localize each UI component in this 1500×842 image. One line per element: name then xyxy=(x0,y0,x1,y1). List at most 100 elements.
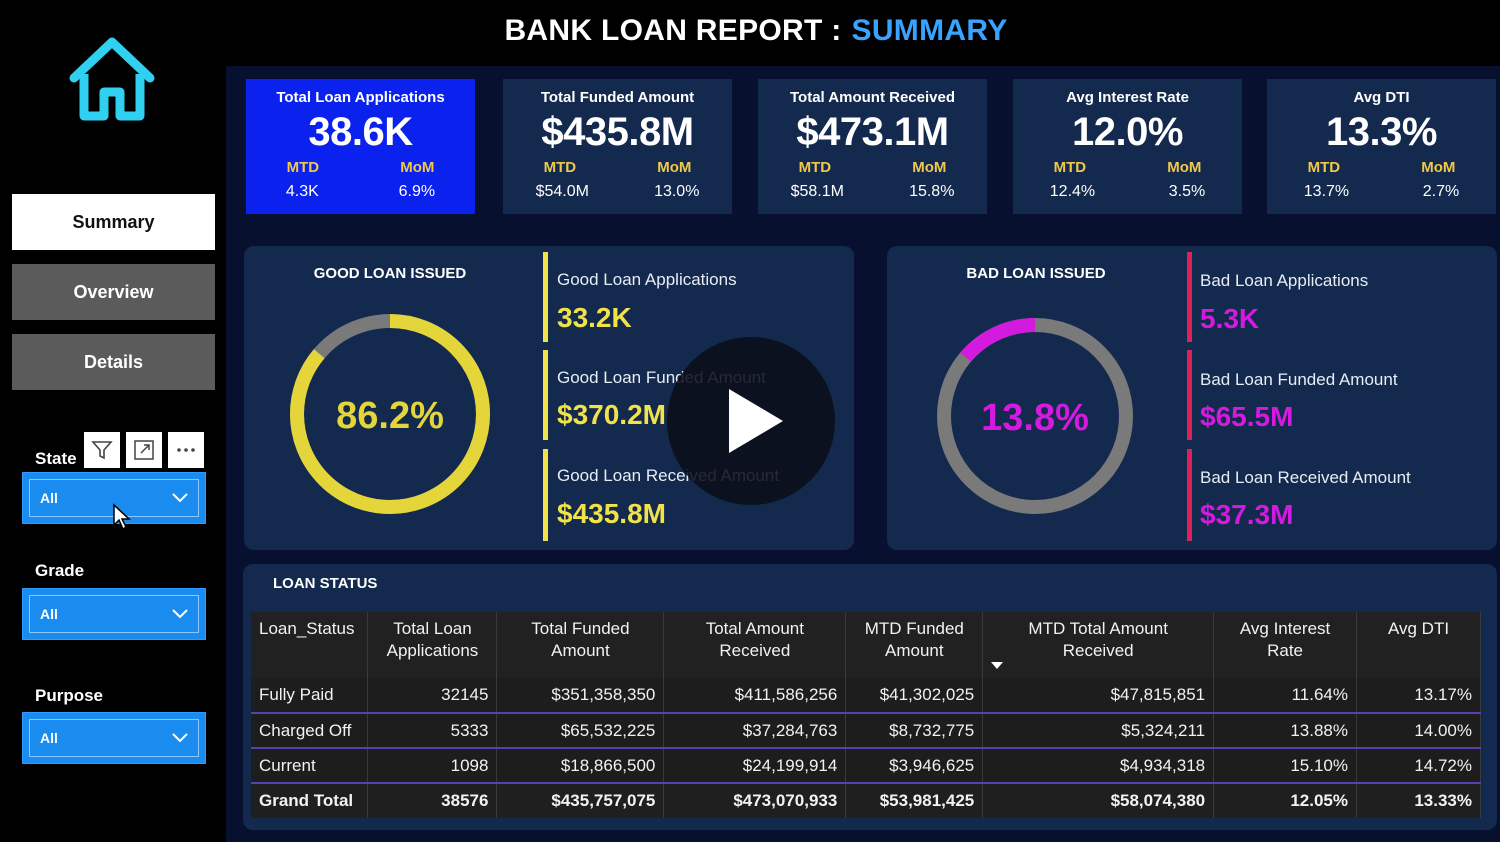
column-header[interactable]: Total Funded Amount xyxy=(496,612,665,678)
kpi-title: Avg Interest Rate xyxy=(1066,89,1189,106)
kpi-mtd-value: 13.7% xyxy=(1303,183,1350,200)
good-loan-percent: 86.2% xyxy=(336,395,444,437)
table-cell: $24,199,914 xyxy=(663,748,847,783)
table-cell: $411,586,256 xyxy=(663,678,847,713)
column-header[interactable]: Avg DTI xyxy=(1356,612,1481,678)
kpi-value: $473.1M xyxy=(796,110,949,154)
stat-divider xyxy=(543,449,548,541)
kpi-mtd-value: 4.3K xyxy=(285,183,319,200)
good-loan-applications-label: Good Loan Applications xyxy=(557,270,737,289)
table-cell: 13.17% xyxy=(1356,678,1481,713)
table-cell: 13.88% xyxy=(1213,713,1358,748)
page-title: BANK LOAN REPORT : SUMMARY xyxy=(226,14,1286,48)
column-header[interactable]: MTD Funded Amount xyxy=(845,612,984,678)
kpi-mtd-label: MTD xyxy=(1307,159,1341,176)
loan-status-title: LOAN STATUS xyxy=(273,575,378,592)
table-cell: $4,934,318 xyxy=(982,748,1215,783)
filter-icon[interactable] xyxy=(84,432,120,468)
table-cell: $351,358,350 xyxy=(496,678,665,713)
home-icon[interactable] xyxy=(64,34,160,124)
focus-mode-icon[interactable] xyxy=(126,432,162,468)
table-cell: $47,815,851 xyxy=(982,678,1215,713)
bad-loan-received-label: Bad Loan Received Amount xyxy=(1200,468,1411,487)
column-header[interactable]: Loan_Status xyxy=(251,612,369,678)
table-cell: 32145 xyxy=(367,678,498,713)
kpi-mom-label: MoM xyxy=(400,159,435,176)
loan-status-panel: LOAN STATUS Loan_Status Total Loan Appli… xyxy=(243,564,1497,830)
bad-loan-title: BAD LOAN ISSUED xyxy=(966,265,1106,282)
bad-loan-funded-value: $65.5M xyxy=(1200,401,1294,432)
column-header[interactable]: Total Loan Applications xyxy=(367,612,498,678)
kpi-mom-label: MoM xyxy=(1421,159,1456,176)
table-cell: $65,532,225 xyxy=(496,713,665,748)
table-total-row[interactable]: Grand Total 38576 $435,757,075 $473,070,… xyxy=(251,783,1481,818)
table-cell: 1098 xyxy=(367,748,498,783)
kpi-mom-label: MoM xyxy=(1167,159,1202,176)
slicer-toolbar xyxy=(84,432,204,468)
donut-good-arc xyxy=(290,314,490,514)
kpi-card-avg-interest-rate[interactable]: Avg Interest Rate 12.0% MTD MoM 12.4% 3.5% xyxy=(1013,79,1242,214)
column-header-sorted[interactable]: MTD Total Amount Received xyxy=(982,612,1215,678)
sidebar: Summary Overview Details State All Grade… xyxy=(0,0,226,842)
kpi-mom-value: 3.5% xyxy=(1168,183,1206,200)
loan-status-table: Loan_Status Total Loan Applications Tota… xyxy=(251,612,1481,818)
kpi-card-avg-dti[interactable]: Avg DTI 13.3% MTD MoM 13.7% 2.7% xyxy=(1267,79,1496,214)
kpi-title: Avg DTI xyxy=(1353,89,1410,106)
nav-overview-button[interactable]: Overview xyxy=(12,264,215,320)
video-play-button[interactable] xyxy=(667,337,835,505)
nav-details-button[interactable]: Details xyxy=(12,334,215,390)
table-cell: $3,946,625 xyxy=(845,748,984,783)
column-header[interactable]: Total Amount Received xyxy=(663,612,847,678)
table-cell: $473,070,933 xyxy=(663,783,847,818)
kpi-mom-value: 15.8% xyxy=(909,183,955,200)
table-cell: $53,981,425 xyxy=(845,783,984,818)
table-row[interactable]: Fully Paid 32145 $351,358,350 $411,586,2… xyxy=(251,678,1481,713)
grade-dropdown[interactable]: All xyxy=(22,588,206,640)
bad-loan-donut[interactable]: 13.8% xyxy=(931,312,1139,520)
kpi-mom-value: 6.9% xyxy=(398,183,436,200)
kpi-mtd-value: 12.4% xyxy=(1049,183,1096,200)
chevron-down-icon xyxy=(172,493,188,503)
kpi-mom-label: MoM xyxy=(657,159,692,176)
kpi-title: Total Loan Applications xyxy=(276,89,445,106)
kpi-title: Total Funded Amount xyxy=(540,89,695,106)
table-cell: $41,302,025 xyxy=(845,678,984,713)
more-options-icon[interactable] xyxy=(168,432,204,468)
table-cell: $5,324,211 xyxy=(982,713,1215,748)
nav-summary-button[interactable]: Summary xyxy=(12,194,215,250)
bad-loan-applications-value: 5.3K xyxy=(1200,303,1260,334)
good-loan-donut[interactable]: 86.2% xyxy=(284,308,496,520)
table-header-row: Loan_Status Total Loan Applications Tota… xyxy=(251,612,1481,678)
kpi-mom-label: MoM xyxy=(912,159,947,176)
table-cell: $18,866,500 xyxy=(496,748,665,783)
sort-descending-icon[interactable] xyxy=(991,662,1004,670)
bad-loan-received-value: $37.3M xyxy=(1200,499,1294,530)
table-cell: $435,757,075 xyxy=(496,783,665,818)
mouse-cursor-icon xyxy=(113,503,131,531)
column-header[interactable]: Avg Interest Rate xyxy=(1213,612,1358,678)
kpi-mtd-label: MTD xyxy=(798,159,832,176)
purpose-dropdown[interactable]: All xyxy=(22,712,206,764)
chevron-down-icon xyxy=(172,609,188,619)
table-row[interactable]: Charged Off 5333 $65,532,225 $37,284,763… xyxy=(251,713,1481,748)
kpi-mtd-label: MTD xyxy=(286,159,320,176)
stat-divider xyxy=(543,252,548,342)
kpi-mtd-label: MTD xyxy=(543,159,577,176)
good-loan-received-value: $435.8M xyxy=(557,498,666,529)
kpi-card-total-amount-received[interactable]: Total Amount Received $473.1M MTD MoM $58… xyxy=(758,79,987,214)
table-cell: Grand Total xyxy=(251,783,369,818)
table-cell: $58,074,380 xyxy=(982,783,1215,818)
table-row[interactable]: Current 1098 $18,866,500 $24,199,914 $3,… xyxy=(251,748,1481,783)
kpi-value: $435.8M xyxy=(541,110,694,154)
kpi-mtd-value: $58.1M xyxy=(790,183,844,200)
table-cell: Current xyxy=(251,748,369,783)
kpi-card-total-loan-applications[interactable]: Total Loan Applications 38.6K MTD MoM 4.3… xyxy=(246,79,475,214)
kpi-mom-value: 2.7% xyxy=(1422,183,1460,200)
report-title: BANK LOAN REPORT : xyxy=(504,14,842,47)
table-cell: 14.00% xyxy=(1356,713,1481,748)
table-cell: 15.10% xyxy=(1213,748,1358,783)
bad-loan-applications-label: Bad Loan Applications xyxy=(1200,271,1369,290)
bad-loan-percent: 13.8% xyxy=(981,397,1089,439)
kpi-card-total-funded-amount[interactable]: Total Funded Amount $435.8M MTD MoM $54.0… xyxy=(503,79,732,214)
bad-loan-funded-label: Bad Loan Funded Amount xyxy=(1200,370,1398,389)
